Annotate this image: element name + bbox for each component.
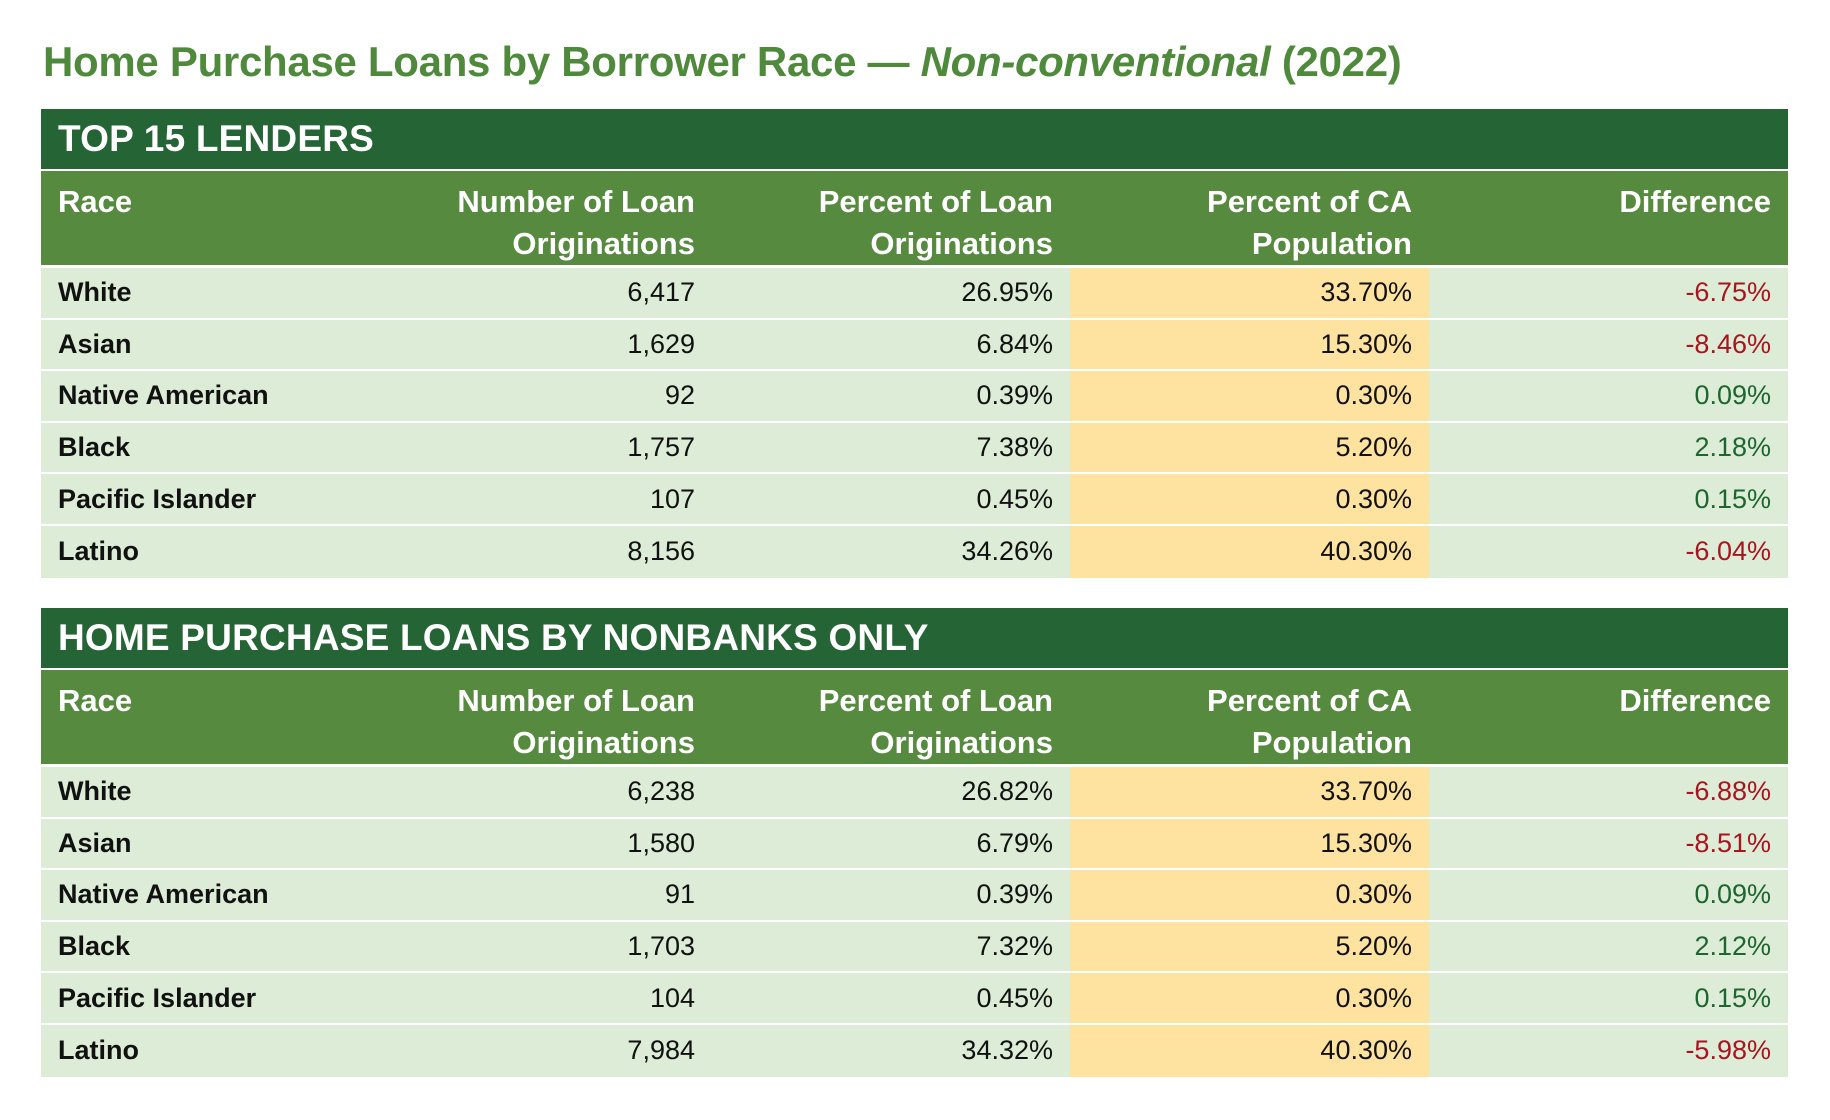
race-cell: Black (41, 422, 371, 475)
race-cell: Native American (41, 870, 371, 922)
race-cell: Latino (41, 525, 371, 578)
number-cell: 92 (371, 371, 712, 423)
column-header-difference: Difference (1429, 670, 1788, 767)
race-cell: Asian (41, 319, 371, 372)
population-cell: 5.20% (1070, 422, 1429, 475)
difference-cell: 0.09% (1429, 870, 1788, 922)
percent-cell: 26.95% (712, 268, 1070, 320)
population-cell: 0.30% (1070, 371, 1429, 423)
section-top-15-lenders: TOP 15 LENDERS Race Number of Loan Origin… (41, 109, 1788, 578)
table-row: Latino 8,156 34.26% 40.30% -6.04% (41, 525, 1788, 578)
difference-cell: -8.46% (1429, 319, 1788, 372)
population-cell: 0.30% (1070, 870, 1429, 922)
race-cell: White (41, 268, 371, 320)
difference-cell: 0.09% (1429, 371, 1788, 423)
loans-table: Race Number of Loan Originations Percent … (41, 171, 1788, 578)
percent-cell: 34.26% (712, 525, 1070, 578)
title-emphasis: Non-conventional (920, 38, 1271, 85)
race-cell: Black (41, 921, 371, 974)
difference-cell: -6.75% (1429, 268, 1788, 320)
population-cell: 0.30% (1070, 973, 1429, 1025)
difference-cell: -6.04% (1429, 525, 1788, 578)
title-prefix: Home Purchase Loans by Borrower Race — (43, 38, 921, 85)
page-title: Home Purchase Loans by Borrower Race — N… (43, 38, 1402, 86)
number-cell: 6,238 (371, 767, 712, 819)
population-cell: 33.70% (1070, 268, 1429, 320)
difference-cell: 0.15% (1429, 973, 1788, 1025)
column-header-number: Number of Loan Originations (371, 670, 712, 767)
section-nonbanks-only: HOME PURCHASE LOANS BY NONBANKS ONLY Rac… (41, 608, 1788, 1077)
number-cell: 104 (371, 973, 712, 1025)
table-row: Latino 7,984 34.32% 40.30% -5.98% (41, 1024, 1788, 1077)
column-header-percent: Percent of Loan Originations (712, 171, 1070, 268)
percent-cell: 0.39% (712, 870, 1070, 922)
percent-cell: 0.45% (712, 973, 1070, 1025)
table-row: Pacific Islander 107 0.45% 0.30% 0.15% (41, 474, 1788, 526)
column-header-race: Race (41, 670, 371, 767)
title-suffix: (2022) (1270, 38, 1402, 85)
section-title: HOME PURCHASE LOANS BY NONBANKS ONLY (41, 608, 1788, 668)
column-header-population: Percent of CA Population (1070, 670, 1429, 767)
table-row: Asian 1,580 6.79% 15.30% -8.51% (41, 818, 1788, 871)
number-cell: 1,703 (371, 921, 712, 974)
column-header-percent: Percent of Loan Originations (712, 670, 1070, 767)
loans-table: Race Number of Loan Originations Percent … (41, 670, 1788, 1077)
race-cell: Asian (41, 818, 371, 871)
race-cell: Pacific Islander (41, 973, 371, 1025)
header-row: Race Number of Loan Originations Percent … (41, 171, 1788, 268)
number-cell: 7,984 (371, 1024, 712, 1077)
population-cell: 0.30% (1070, 474, 1429, 526)
table-row: Native American 91 0.39% 0.30% 0.09% (41, 870, 1788, 922)
population-cell: 40.30% (1070, 525, 1429, 578)
table-row: Pacific Islander 104 0.45% 0.30% 0.15% (41, 973, 1788, 1025)
difference-cell: 0.15% (1429, 474, 1788, 526)
column-header-race: Race (41, 171, 371, 268)
table-row: Black 1,703 7.32% 5.20% 2.12% (41, 921, 1788, 974)
percent-cell: 0.39% (712, 371, 1070, 423)
difference-cell: 2.18% (1429, 422, 1788, 475)
table-row: Black 1,757 7.38% 5.20% 2.18% (41, 422, 1788, 475)
percent-cell: 34.32% (712, 1024, 1070, 1077)
column-header-number: Number of Loan Originations (371, 171, 712, 268)
population-cell: 15.30% (1070, 818, 1429, 871)
number-cell: 6,417 (371, 268, 712, 320)
column-header-difference: Difference (1429, 171, 1788, 268)
number-cell: 91 (371, 870, 712, 922)
number-cell: 1,629 (371, 319, 712, 372)
population-cell: 15.30% (1070, 319, 1429, 372)
number-cell: 107 (371, 474, 712, 526)
race-cell: Pacific Islander (41, 474, 371, 526)
percent-cell: 6.79% (712, 818, 1070, 871)
number-cell: 8,156 (371, 525, 712, 578)
table-row: Asian 1,629 6.84% 15.30% -8.46% (41, 319, 1788, 372)
race-cell: White (41, 767, 371, 819)
difference-cell: -5.98% (1429, 1024, 1788, 1077)
number-cell: 1,580 (371, 818, 712, 871)
percent-cell: 0.45% (712, 474, 1070, 526)
difference-cell: 2.12% (1429, 921, 1788, 974)
percent-cell: 7.38% (712, 422, 1070, 475)
column-header-population: Percent of CA Population (1070, 171, 1429, 268)
population-cell: 5.20% (1070, 921, 1429, 974)
header-row: Race Number of Loan Originations Percent … (41, 670, 1788, 767)
population-cell: 40.30% (1070, 1024, 1429, 1077)
difference-cell: -6.88% (1429, 767, 1788, 819)
section-title: TOP 15 LENDERS (41, 109, 1788, 169)
table-row: White 6,238 26.82% 33.70% -6.88% (41, 767, 1788, 819)
table-row: White 6,417 26.95% 33.70% -6.75% (41, 268, 1788, 320)
percent-cell: 26.82% (712, 767, 1070, 819)
percent-cell: 6.84% (712, 319, 1070, 372)
race-cell: Latino (41, 1024, 371, 1077)
table-row: Native American 92 0.39% 0.30% 0.09% (41, 371, 1788, 423)
population-cell: 33.70% (1070, 767, 1429, 819)
percent-cell: 7.32% (712, 921, 1070, 974)
difference-cell: -8.51% (1429, 818, 1788, 871)
race-cell: Native American (41, 371, 371, 423)
number-cell: 1,757 (371, 422, 712, 475)
